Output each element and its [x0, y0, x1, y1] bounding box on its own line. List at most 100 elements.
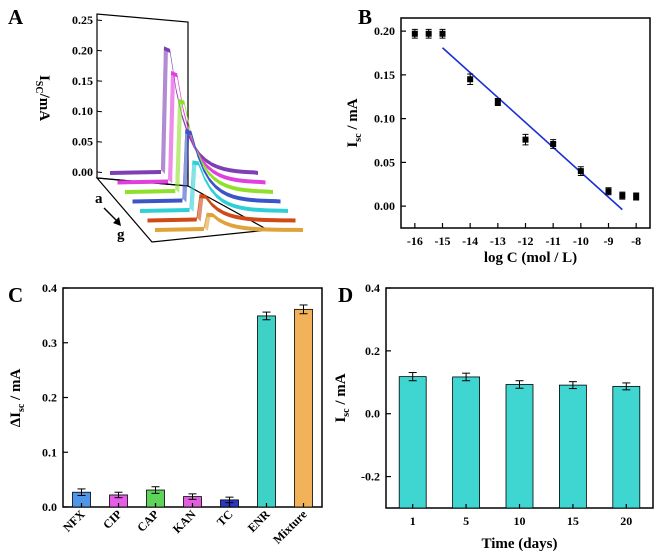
- y-axis-title-a-main: I: [36, 75, 52, 81]
- y-axis-title-a-unit: /mA: [36, 93, 52, 122]
- y-tick-a: [96, 19, 103, 21]
- x-tick-label-d: 15: [567, 514, 579, 528]
- y-tick-label-b: 0.00: [374, 199, 395, 213]
- y-axis-title-d: Isc / mA: [333, 373, 352, 422]
- y-axis-title-a: ISC/mA: [33, 75, 52, 121]
- x-tick-label-b: -11: [545, 234, 560, 248]
- y-tick-label-c: 0.0: [42, 500, 57, 514]
- trace-f: [147, 194, 296, 223]
- trace-face-f: [196, 194, 204, 222]
- bar: [452, 376, 481, 509]
- y-axis-title-d-main: I: [333, 417, 349, 423]
- data-point: [522, 136, 529, 143]
- x-tick-label-b: -10: [573, 234, 589, 248]
- plot-frame-c: [62, 287, 323, 508]
- y-tick-label-d: 0.2: [365, 344, 380, 358]
- y-axis-title-b-main: I: [345, 142, 361, 148]
- data-point: [605, 188, 612, 195]
- y-axis-title-a-sub: SC: [33, 81, 44, 94]
- trace-face-e: [189, 160, 197, 212]
- x-tick-label-c: NFX: [60, 507, 88, 535]
- x-tick-label-c: KAN: [170, 507, 199, 536]
- y-tick-label-c: 0.2: [42, 391, 57, 405]
- y-tick-label-d: 0.0: [365, 407, 380, 421]
- y-tick-label-a: 0.15: [72, 74, 93, 88]
- depth-arrow-head: [113, 217, 121, 226]
- y-tick-label-c: 0.4: [42, 281, 57, 295]
- data-point: [425, 30, 432, 37]
- y-axis-title-d-unit: / mA: [333, 373, 349, 408]
- data-point: [619, 192, 626, 199]
- y-axis-title-c-unit: / mA: [8, 369, 24, 404]
- trace-face-g: [203, 212, 211, 231]
- x-tick-label-d: 5: [463, 514, 469, 528]
- y-tick-label-a: 0.25: [72, 13, 93, 27]
- panel-a-waterfall: 0.00 0.05 0.10 0.15 0.20 0.25 ISC/mA a g: [33, 13, 303, 243]
- y-tick-a: [96, 110, 103, 113]
- y-tick-label-b: 0.05: [374, 155, 395, 169]
- y-axis-title-c-main: ΔI: [8, 412, 24, 427]
- x-axis-title-d: Time (days): [482, 536, 558, 552]
- bar: [559, 384, 587, 509]
- trace-face-c: [175, 98, 183, 193]
- y-tick-label-b: 0.20: [374, 24, 395, 38]
- bar: [257, 315, 276, 508]
- panel-b-scatter: 0.00 0.05 0.10 0.15 0.20 -16 -15 -14 -13 -12 -11 -1…: [345, 17, 651, 266]
- panel-label-d: D: [338, 283, 353, 307]
- panel-label-c: C: [8, 283, 23, 307]
- y-tick-label-a: 0.10: [72, 104, 93, 118]
- bar: [294, 308, 313, 508]
- depth-label-end: g: [117, 227, 125, 243]
- y-tick-label-d: -0.2: [361, 470, 380, 484]
- x-axis-title-b: log C (mol / L): [484, 250, 577, 266]
- data-point: [467, 76, 474, 83]
- y-axis-title-c-sub: sc: [16, 403, 27, 412]
- x-tick-label-d: 1: [410, 514, 416, 528]
- bar: [398, 376, 427, 509]
- x-tick-label-b: -15: [435, 234, 451, 248]
- x-tick-label-b: -13: [490, 234, 506, 248]
- data-point: [633, 193, 640, 200]
- y-axis-title-b-sub: sc: [353, 133, 364, 142]
- x-tick-label-d: 10: [514, 514, 526, 528]
- y-tick-label-c: 0.3: [42, 336, 57, 350]
- depth-label-start: a: [95, 191, 103, 207]
- trace-b: [117, 71, 266, 185]
- y-tick-label-c: 0.1: [42, 445, 57, 459]
- trace-face-d: [182, 129, 190, 203]
- data-point: [550, 141, 557, 147]
- y-tick-a: [96, 49, 103, 52]
- x-tick-label-c: CIP: [100, 507, 125, 532]
- panel-label-b: B: [358, 5, 372, 29]
- y-tick-a: [96, 171, 103, 173]
- x-tick-label-b: -14: [462, 234, 478, 248]
- data-point: [411, 30, 418, 37]
- x-tick-label-c: ENR: [245, 507, 273, 535]
- y-tick-a: [96, 80, 103, 82]
- bar: [612, 385, 641, 509]
- y-tick-label-d: 0.4: [365, 281, 380, 295]
- trace-face-b: [168, 71, 176, 184]
- x-tick-label-c: Mixture: [270, 507, 310, 547]
- trace-g: [155, 212, 303, 232]
- y-tick-a: [96, 141, 103, 143]
- data-point: [494, 99, 501, 105]
- data-point: [577, 168, 584, 175]
- x-tick-label-d: 20: [620, 514, 632, 528]
- y-tick-label-a: 0.20: [72, 43, 93, 57]
- panel-label-a: A: [8, 5, 24, 29]
- y-axis-title-c: ΔIsc / mA: [8, 369, 27, 428]
- y-tick-label-b: 0.15: [374, 68, 395, 82]
- y-axis-title-b-unit: / mA: [345, 98, 361, 133]
- data-point: [439, 30, 446, 37]
- x-tick-label-c: CAP: [134, 507, 161, 534]
- y-axis-title-d-sub: sc: [341, 408, 352, 417]
- x-tick-label-b: -12: [518, 234, 534, 248]
- y-tick-label-a: 0.05: [72, 135, 93, 149]
- x-tick-label-b: -9: [604, 234, 614, 248]
- x-tick-label-c: TC: [214, 507, 236, 529]
- x-tick-label-b: -8: [631, 234, 641, 248]
